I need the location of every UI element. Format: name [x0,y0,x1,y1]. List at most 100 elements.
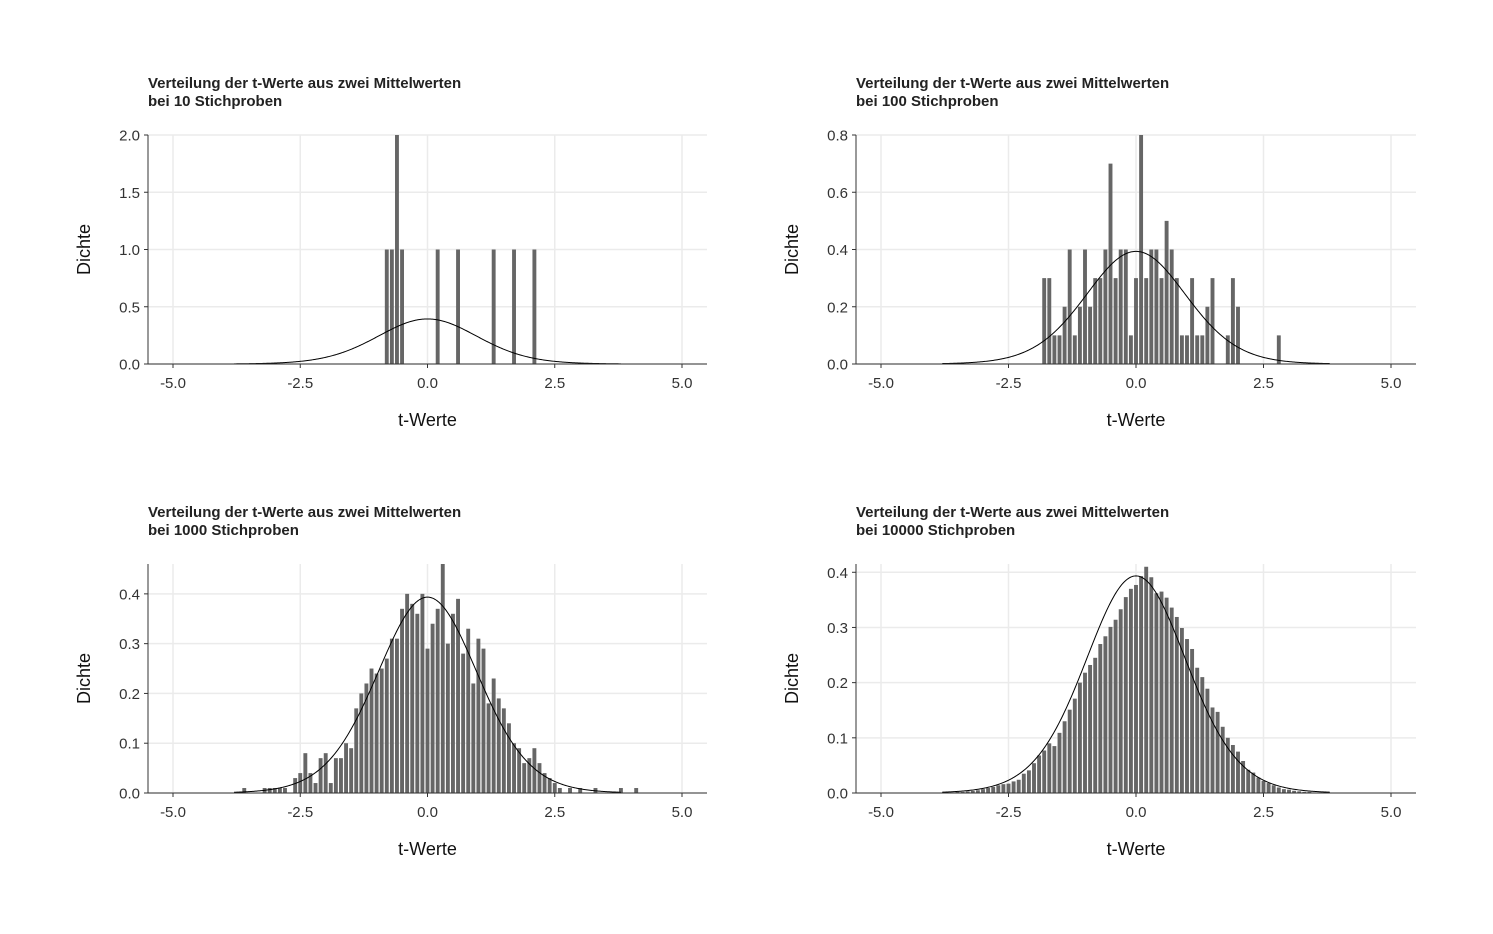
histogram-bar [1032,763,1036,793]
x-tick-label: 5.0 [1381,804,1402,821]
histogram-bar [1103,249,1108,364]
histogram-bar [1154,249,1159,364]
density-curve [234,596,621,793]
chart-title: Verteilung der t-Werte aus zwei Mittelwe… [856,504,1170,521]
histogram-bar [283,788,287,793]
histogram-bar [1225,335,1230,364]
histogram-bar [1271,785,1276,793]
density-curve [234,318,621,365]
chart-subtitle: bei 10000 Stichproben [856,521,1016,539]
histogram-bar [1047,278,1052,364]
histogram-bar [1230,278,1235,364]
histogram-bar [1190,278,1195,364]
y-tick-label: 0.2 [119,686,140,703]
histogram-bar [1098,644,1103,793]
histogram-bar [532,748,537,793]
histogram-bar [506,723,511,793]
histogram-bar [1113,619,1118,793]
histogram-bar [568,788,572,793]
histogram-bar [359,693,364,793]
histogram-bar [522,763,527,793]
histogram-bar [1276,787,1281,793]
x-tick-label: 5.0 [672,804,693,821]
histogram-bar [1083,672,1087,793]
histogram-bar [1215,711,1220,793]
histogram-bar [1093,657,1098,793]
histogram-bar [1149,577,1154,793]
histogram-bar [1251,772,1256,793]
histogram-bar [1246,769,1251,793]
histogram-bar [445,643,450,793]
histogram-bar [466,628,471,793]
histogram-bar [1236,751,1240,793]
histogram-bar [1113,278,1118,364]
y-tick-label: 0.3 [827,620,848,637]
x-tick-label: -5.0 [160,375,186,392]
x-axis-label: t-Werte [398,839,457,859]
x-tick-label: 2.5 [544,804,565,821]
histogram-bar [1190,648,1195,793]
histogram-bar [328,783,333,793]
histogram-bar [1292,790,1297,793]
histogram-bar [1210,707,1215,793]
histogram-bar [400,608,404,793]
histogram-bar [1144,278,1149,364]
histogram-bar [308,773,313,793]
histogram-bar [1067,709,1072,793]
histogram-bar [1052,746,1057,793]
histogram-bar [1088,664,1093,793]
histogram-bar [1256,777,1261,793]
histogram-bar [333,758,338,793]
x-tick-label: 0.0 [1126,804,1147,821]
histogram-bar [425,648,430,793]
x-tick-label: -2.5 [287,804,313,821]
chart-title: Verteilung der t-Werte aus zwei Mittelwe… [856,75,1170,92]
y-tick-label: 0.0 [827,357,848,374]
y-axis-label: Dichte [782,653,802,704]
histogram-bar [384,249,389,364]
histogram-bar [415,613,420,793]
histogram-bar [1057,732,1062,793]
x-tick-label: -2.5 [996,804,1022,821]
y-axis-label: Dichte [74,224,94,275]
histogram-bar [364,683,369,793]
histogram-bar [532,249,537,364]
chart-title-block: Verteilung der t-Werte aus zwei Mittelwe… [856,504,1169,539]
x-tick-label: -5.0 [868,375,894,392]
histogram-bar [996,785,1001,793]
histogram-bar [344,743,349,793]
histogram-bar [542,773,547,793]
histogram-bar [1134,584,1138,793]
chart-subtitle: bei 100 Stichproben [856,92,999,110]
histogram-bar [1098,278,1103,364]
histogram-bar [1011,781,1016,793]
histogram-bar [1123,249,1128,364]
histogram-bar [1236,306,1240,364]
histogram-bar [486,703,491,793]
histogram-bar [1200,677,1205,793]
histogram-bar [1062,721,1067,793]
histogram-bar [1220,726,1225,793]
histogram-bar [1134,278,1138,364]
histogram-bar [1164,220,1169,364]
histogram-bar [1118,249,1123,364]
histogram-bar [1241,760,1246,793]
y-tick-label: 0.2 [827,299,848,316]
x-tick-label: 0.0 [1126,375,1147,392]
histogram-bar [1297,791,1302,793]
histogram-bar [975,790,980,793]
histogram-bar [1210,278,1215,364]
x-tick-label: 5.0 [672,375,693,392]
histogram-bar [512,249,516,364]
histogram-bar [1185,639,1189,793]
histogram-bar [1185,335,1189,364]
histogram-bar [1281,789,1286,793]
chart-title-block: Verteilung der t-Werte aus zwei Mittelwe… [148,504,461,539]
histogram-bar [501,708,506,793]
histogram-bar [1230,744,1235,793]
histogram-bar [1052,335,1057,364]
histogram-bar [1103,636,1108,793]
histogram-bar [1077,306,1082,364]
histogram-bar [384,658,389,793]
